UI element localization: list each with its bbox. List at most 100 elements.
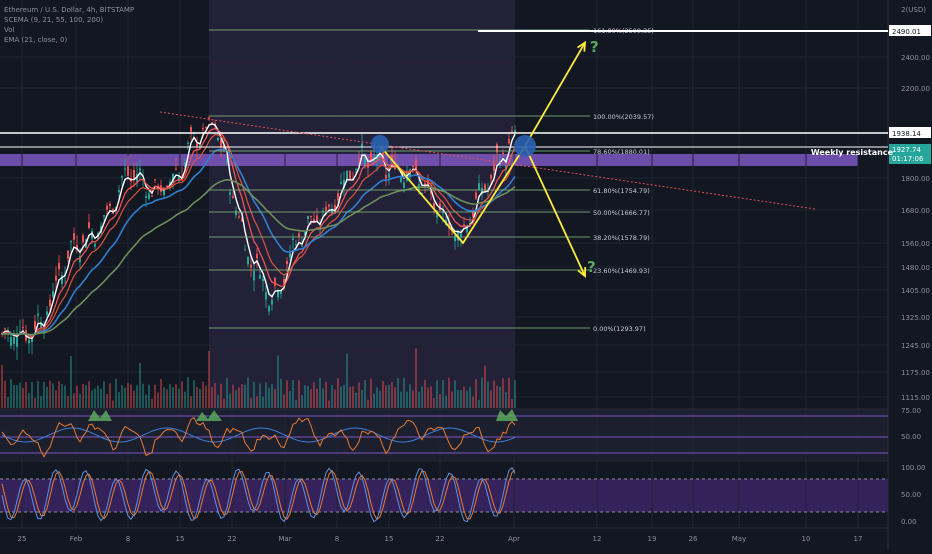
candle-body [367,162,369,168]
stoch-axis-tick: 0.00 [901,518,917,526]
volume-bar [124,387,126,408]
candle-body [415,159,417,170]
volume-bar [19,382,21,408]
candle-body [19,331,21,333]
candle-body [31,338,33,343]
candle-body [454,234,456,242]
price-axis-tick: 1115.00 [901,394,930,402]
candle-body [265,292,267,300]
volume-bar [361,389,363,408]
candle-body [328,204,330,207]
candle-body [478,183,480,190]
candle-body [223,144,225,152]
volume-bar [160,378,162,408]
candle-body [502,152,504,155]
volume-bar [196,386,198,408]
volume-bar [289,391,291,408]
volume-bar [505,392,507,408]
candle-body [106,205,108,210]
volume-bar [4,380,6,408]
volume-bar [508,377,510,408]
volume-bar [103,381,105,408]
weekly-resistance-band[interactable] [0,153,858,166]
projection-zigzag[interactable] [379,145,526,245]
marker-circle-left[interactable] [371,135,389,153]
volume-bar [193,380,195,408]
candle-body [91,230,93,239]
candle-body [295,244,297,246]
fib-level-label: 38.20%(1578.79) [593,234,650,242]
volume-bar [139,362,141,408]
volume-bar [502,378,504,408]
projection-up-arrow[interactable] [524,42,586,147]
rsi-axis-tick: 50.00 [901,433,921,441]
volume-bar [436,380,438,408]
volume-bar [64,385,66,408]
volume-bar [166,389,168,408]
candle-body [34,320,36,329]
candle-body [400,177,402,182]
time-axis-tick: Feb [70,535,83,543]
weekly-resistance-label: Weekly resistance [811,148,894,157]
price-axis-tick: 1560.00 [901,240,930,248]
candle-body [505,165,507,170]
volume-bar [13,384,15,408]
volume-bar [292,380,294,408]
candle-body [370,152,372,161]
stoch-k-line [1,466,516,523]
candle-body [256,253,258,259]
time-axis-tick: Apr [508,535,520,543]
volume-bar [451,391,453,408]
volume-bar [349,386,351,408]
candle-body [37,313,39,316]
indicator-ema-legend: SCEMA (9, 21, 55, 100, 200) [4,16,104,24]
volume-bar [328,400,330,408]
volume-bar [145,394,147,408]
candle-body [286,260,288,265]
marker-circle-right[interactable] [514,135,536,157]
candle-body [133,169,135,180]
volume-bar [388,384,390,408]
candle-body [94,243,96,247]
time-axis-tick: 26 [689,535,698,543]
volume-bar [514,380,516,408]
volume-bar [487,381,489,408]
candle-body [247,257,249,265]
candle-body [88,222,90,228]
volume-bar [97,385,99,408]
volume-bar [325,381,327,408]
candle-body [52,291,54,297]
candle-body [313,218,315,223]
arrow-head [577,40,587,52]
volume-bar [85,385,87,408]
indicator-vol-legend: Vol [4,26,15,34]
time-axis-tick: 25 [18,535,27,543]
volume-bar [283,394,285,408]
price-axis-tick: 1325.00 [901,314,930,322]
volume-bar [130,384,132,408]
volume-bar [448,377,450,408]
candle-body [235,210,237,216]
volume-bar [496,385,498,408]
volume-bar [268,387,270,408]
price-axis-tick: 1480.00 [901,264,930,272]
chart-title: Ethereum / U.S. Dollar, 4h, BITSTAMP [4,6,135,14]
volume-bar [319,377,321,408]
projection-down-arrow[interactable] [524,145,586,277]
candle-body [145,195,147,198]
candle-body [331,208,333,214]
volume-bar [364,379,366,408]
volume-bar [184,391,186,408]
candle-body [58,262,60,270]
volume-bar [202,381,204,408]
price-axis-tick: 1245.00 [901,342,930,350]
volume-bar [355,392,357,408]
volume-bar [397,377,399,408]
time-axis-tick: 15 [176,535,185,543]
volume-bar [169,384,171,408]
candle-body [307,215,309,220]
volume-bar [316,388,318,408]
candle-body [514,130,516,134]
